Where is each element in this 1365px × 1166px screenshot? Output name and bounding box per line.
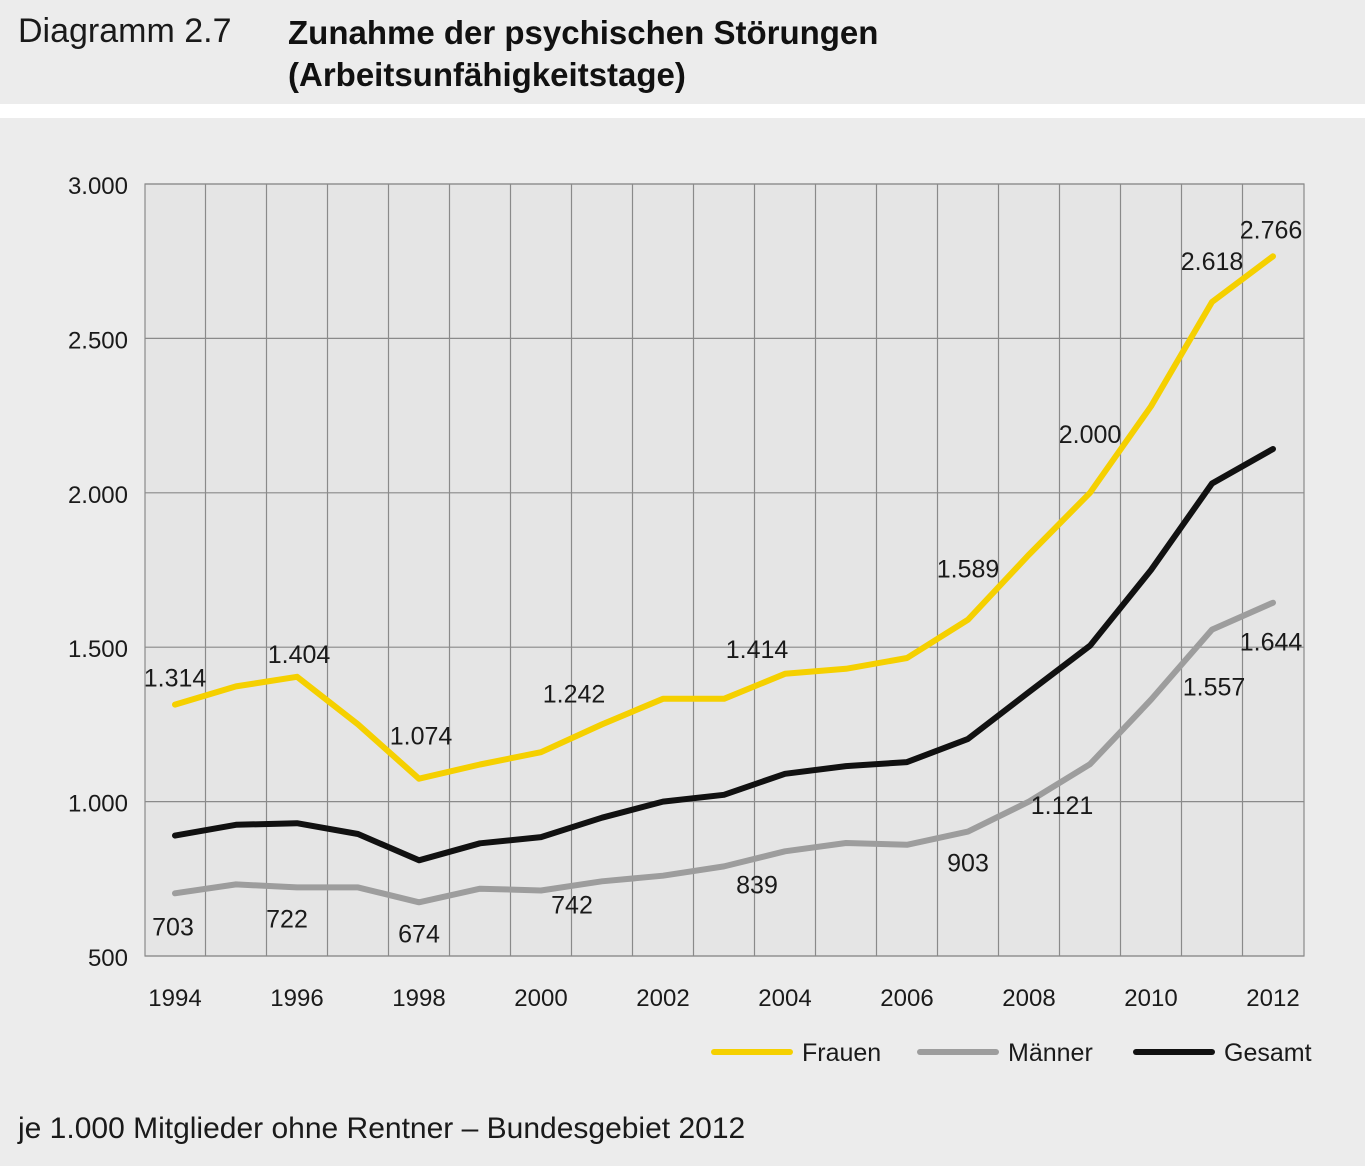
x-tick-label: 1996 bbox=[270, 985, 323, 1012]
x-tick-label: 2012 bbox=[1246, 985, 1299, 1012]
chart-title-line1: Zunahme der psychischen Störungen bbox=[288, 14, 879, 51]
data-label-frauen: 1.404 bbox=[268, 641, 331, 669]
data-label-frauen: 1.414 bbox=[726, 636, 789, 664]
chart-title-line2: (Arbeitsunfähigkeitstage) bbox=[288, 56, 686, 93]
data-label-männer: 1.121 bbox=[1031, 792, 1094, 820]
diagram-number: Diagramm 2.7 bbox=[18, 12, 232, 50]
x-tick-label: 2006 bbox=[880, 985, 933, 1012]
chart-header: Diagramm 2.7 Zunahme der psychischen Stö… bbox=[0, 0, 1365, 104]
data-label-männer: 674 bbox=[398, 920, 440, 948]
legend-label-frauen: Frauen bbox=[802, 1039, 881, 1067]
x-tick-label: 2004 bbox=[758, 985, 811, 1012]
plot-background bbox=[144, 183, 1305, 957]
data-label-frauen: 1.589 bbox=[937, 556, 1000, 584]
x-tick-label: 1998 bbox=[392, 985, 445, 1012]
y-tick-label: 1.000 bbox=[68, 791, 128, 818]
chart-title: Zunahme der psychischen Störungen (Arbei… bbox=[288, 12, 878, 96]
legend-label-gesamt: Gesamt bbox=[1224, 1039, 1312, 1067]
data-label-männer: 1.557 bbox=[1183, 674, 1246, 702]
x-tick-label: 2002 bbox=[636, 985, 689, 1012]
chart-area: 500 1.000 1.500 2.000 2.500 3.000 1994 1996 1998… bbox=[0, 118, 1365, 1100]
y-tick-label: 3.000 bbox=[68, 173, 128, 200]
y-tick-label: 2.500 bbox=[68, 327, 128, 354]
data-label-männer: 903 bbox=[947, 850, 989, 878]
data-label-männer: 703 bbox=[152, 913, 194, 941]
line-chart: 500 1.000 1.500 2.000 2.500 3.000 1994 1996 1998… bbox=[68, 173, 1312, 1067]
legend-label-männer: Männer bbox=[1008, 1039, 1093, 1067]
data-label-frauen: 1.074 bbox=[390, 723, 453, 751]
data-label-frauen: 2.766 bbox=[1240, 216, 1303, 244]
x-tick-label: 2008 bbox=[1002, 985, 1055, 1012]
y-tick-label: 500 bbox=[88, 945, 128, 972]
y-tick-label: 1.500 bbox=[68, 636, 128, 663]
series-line-männer bbox=[172, 599, 1276, 906]
x-tick-label: 2010 bbox=[1124, 985, 1177, 1012]
footnote: je 1.000 Mitglieder ohne Rentner – Bunde… bbox=[18, 1112, 746, 1145]
data-label-frauen: 2.000 bbox=[1059, 421, 1122, 449]
data-label-frauen: 1.242 bbox=[543, 680, 606, 708]
data-label-frauen: 2.618 bbox=[1181, 248, 1244, 276]
y-tick-label: 2.000 bbox=[68, 482, 128, 509]
header-divider bbox=[0, 104, 1365, 118]
x-tick-label: 1994 bbox=[148, 985, 201, 1012]
data-label-männer: 742 bbox=[551, 891, 593, 919]
data-label-frauen: 1.314 bbox=[144, 665, 207, 693]
data-label-männer: 1.644 bbox=[1240, 629, 1303, 657]
series-line-gesamt bbox=[172, 446, 1276, 864]
data-label-männer: 722 bbox=[266, 905, 308, 933]
x-tick-label: 2000 bbox=[514, 985, 567, 1012]
series-line-frauen bbox=[172, 253, 1276, 782]
data-label-männer: 839 bbox=[736, 871, 778, 899]
